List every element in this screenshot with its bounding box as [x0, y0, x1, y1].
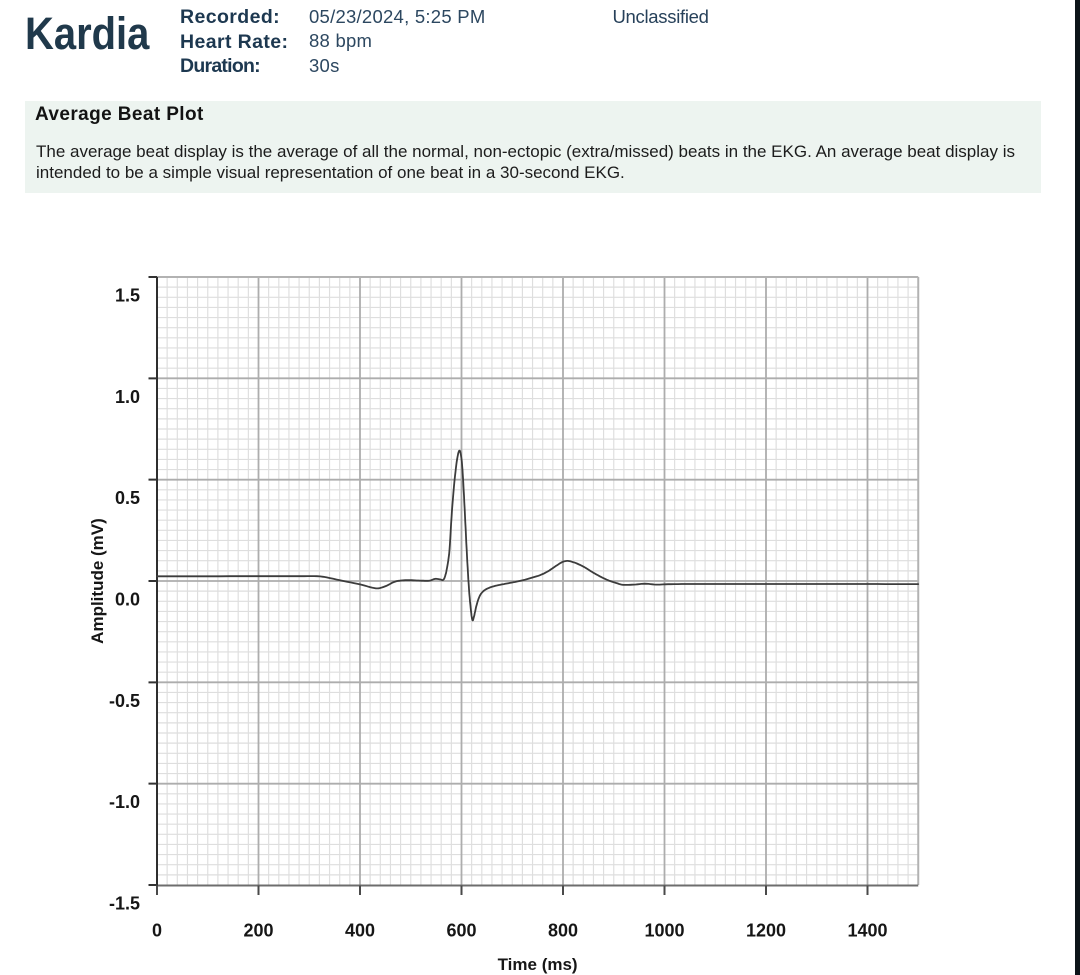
- svg-text:1200: 1200: [746, 921, 786, 941]
- svg-text:200: 200: [243, 921, 273, 941]
- svg-text:0.0: 0.0: [115, 590, 140, 610]
- svg-text:-0.5: -0.5: [109, 691, 140, 711]
- svg-text:-1.0: -1.0: [109, 792, 140, 812]
- svg-text:-1.5: -1.5: [109, 894, 140, 914]
- svg-text:400: 400: [345, 921, 375, 941]
- svg-text:1400: 1400: [847, 921, 887, 941]
- svg-text:Amplitude (mV): Amplitude (mV): [88, 518, 107, 644]
- svg-text:1.0: 1.0: [115, 387, 140, 407]
- svg-text:800: 800: [548, 921, 578, 941]
- svg-text:600: 600: [446, 921, 476, 941]
- svg-text:Time (ms): Time (ms): [498, 955, 578, 974]
- svg-text:1000: 1000: [644, 921, 684, 941]
- svg-text:0: 0: [152, 921, 162, 941]
- svg-text:1.5: 1.5: [115, 286, 140, 306]
- svg-text:0.5: 0.5: [115, 488, 140, 508]
